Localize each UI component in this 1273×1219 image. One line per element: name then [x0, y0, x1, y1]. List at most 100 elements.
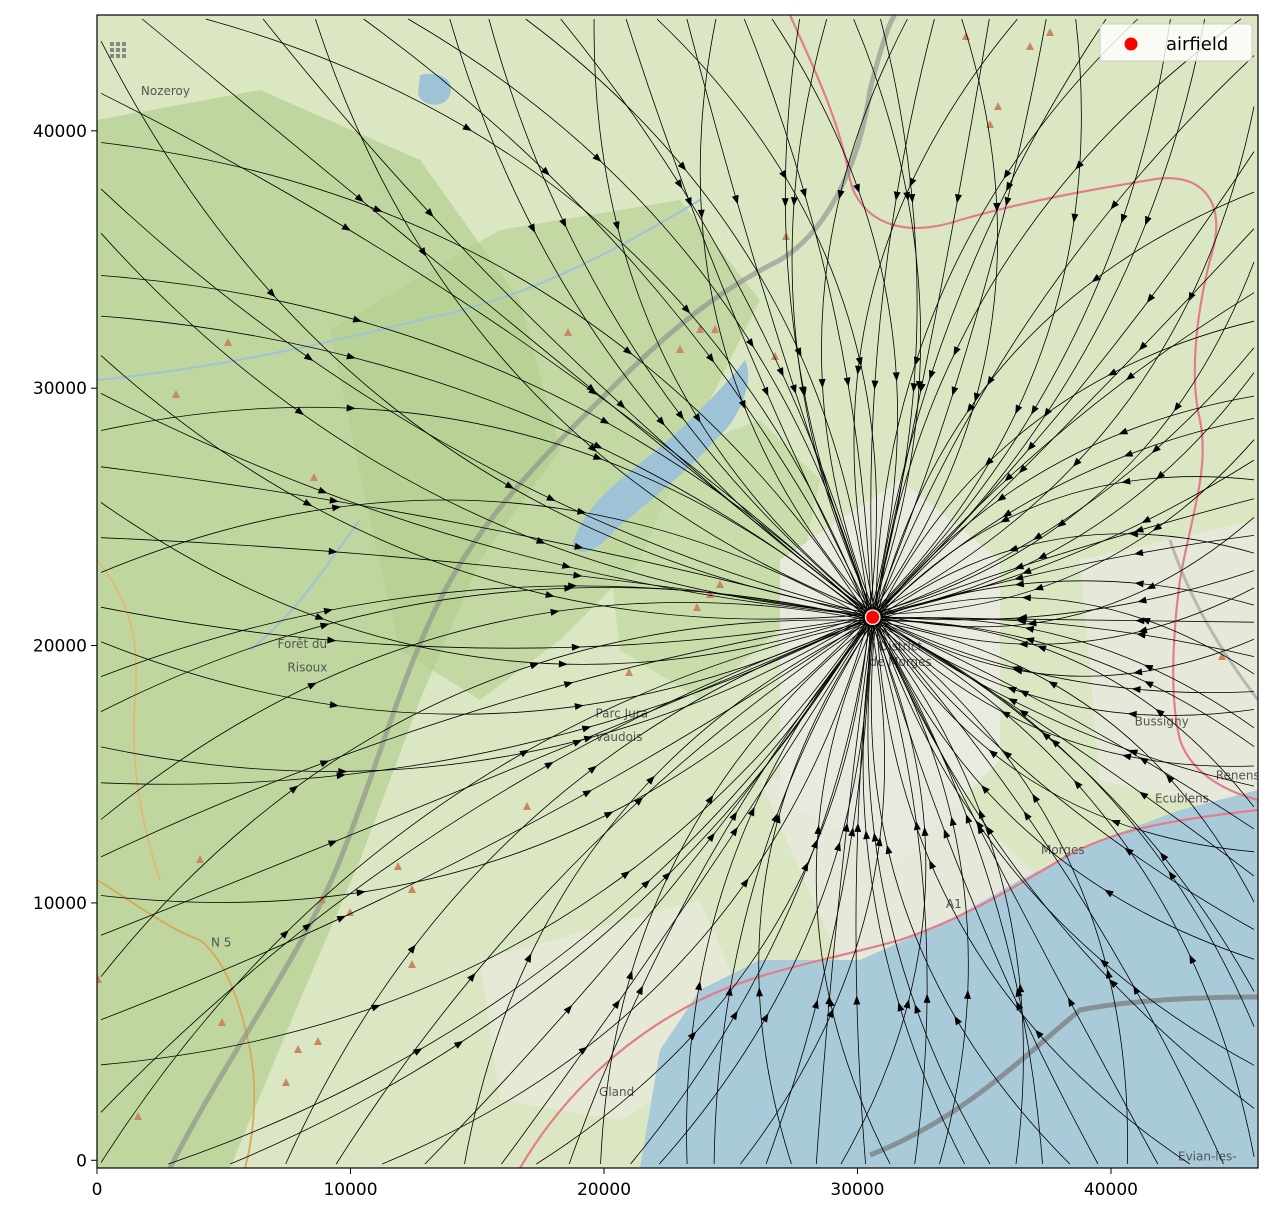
streamline-arrow — [467, 972, 476, 983]
streamline — [880, 617, 1255, 657]
streamline — [875, 18, 1082, 610]
streamline — [740, 624, 886, 1165]
streamline-arrow — [1000, 711, 1011, 719]
streamline-arrow — [1139, 757, 1149, 765]
streamline-arrow — [1037, 645, 1047, 653]
streamline-arrow — [323, 607, 334, 615]
streamline — [100, 621, 867, 1066]
streamline-arrow — [582, 789, 592, 798]
streamline-arrow — [964, 989, 972, 999]
streamline-arrow — [1155, 708, 1165, 718]
streamline — [593, 18, 870, 611]
streamline-arrow — [307, 682, 317, 690]
streamline-arrow — [854, 822, 862, 833]
streamline — [230, 622, 867, 1165]
streamline — [880, 617, 1255, 677]
streamline-arrow — [603, 811, 614, 819]
streamline — [872, 625, 928, 1165]
streamline-arrow — [1144, 681, 1154, 689]
streamline-arrow — [329, 701, 339, 709]
streamline — [100, 618, 866, 772]
streamline — [876, 623, 1224, 1165]
streamline — [100, 585, 865, 677]
streamline-arrow — [842, 822, 850, 832]
streamline-arrow — [706, 832, 715, 843]
streamline — [853, 18, 1018, 610]
streamline — [879, 347, 1255, 613]
streamline-arrow — [1099, 959, 1110, 968]
streamline — [335, 622, 868, 1165]
streamline-arrow — [1071, 213, 1079, 223]
streamline-arrow — [1072, 457, 1082, 467]
streamline-arrow — [789, 384, 797, 394]
streamline — [840, 625, 927, 1165]
streamline-arrow — [587, 443, 597, 453]
streamline-arrow — [903, 191, 911, 202]
map-label: Evian-les- — [1178, 1149, 1237, 1163]
streamline-arrow — [790, 197, 798, 207]
streamline-arrow — [407, 944, 416, 954]
streamline-arrow — [794, 347, 802, 357]
streamline-arrow — [834, 841, 841, 852]
streamline-arrow — [1004, 196, 1012, 207]
streamline — [771, 18, 898, 610]
map-label: Renens — [1216, 768, 1260, 782]
streamline — [877, 622, 1255, 1027]
streamline-arrow — [529, 662, 540, 670]
streamline — [880, 587, 1255, 645]
streamline-arrow — [1091, 274, 1101, 283]
streamline-arrow — [1022, 567, 1032, 574]
map-label: A1 — [946, 897, 962, 911]
streamline — [424, 623, 868, 1165]
streamline — [100, 40, 867, 613]
streamline-arrow — [855, 365, 863, 375]
streamline-arrow — [1127, 710, 1137, 718]
streamline-arrow — [1188, 291, 1196, 302]
streamline — [875, 624, 1099, 1165]
streamline-arrow — [993, 202, 1001, 212]
streamline-arrow — [1128, 530, 1138, 538]
streamline-arrow — [984, 457, 994, 466]
streamline-arrow — [730, 1010, 738, 1021]
streamline-arrow — [1021, 594, 1031, 602]
streamlines — [100, 18, 1255, 1165]
streamline-arrow — [918, 382, 926, 393]
streamline-arrow — [1120, 213, 1128, 224]
streamline-arrow — [1017, 983, 1025, 993]
streamline — [853, 18, 921, 610]
streamline-arrow — [1027, 619, 1037, 627]
streamline — [315, 18, 868, 612]
streamline — [876, 18, 1171, 611]
streamline — [870, 18, 935, 610]
streamline-arrow — [996, 493, 1007, 502]
streamline-arrow — [1133, 549, 1144, 557]
streamline-arrow — [981, 784, 990, 795]
streamline-arrow — [573, 571, 583, 579]
streamline — [879, 620, 1255, 830]
streamline — [100, 619, 866, 936]
streamline-arrow — [1128, 749, 1139, 757]
streamline — [879, 621, 1255, 853]
streamline — [879, 621, 1255, 903]
streamline-arrow — [705, 353, 715, 363]
streamline — [100, 499, 865, 618]
streamline-arrow — [988, 749, 998, 759]
y-tick-label: 40000 — [33, 122, 87, 142]
map-label: Parc Jura — [595, 707, 648, 721]
streamline-arrow — [731, 194, 739, 205]
streamline-arrow — [1041, 732, 1051, 741]
streamline-arrow — [705, 794, 714, 805]
streamline-arrow — [903, 999, 911, 1009]
streamline-arrow — [1107, 368, 1118, 376]
streamline-arrow — [354, 193, 364, 203]
streamline-arrow — [1138, 341, 1148, 351]
streamline-arrow — [697, 209, 705, 219]
streamline-arrow — [692, 413, 701, 423]
streamline-arrow — [571, 643, 581, 651]
streamline-arrow — [1189, 954, 1197, 965]
streamline-arrow — [1110, 200, 1119, 210]
streamline — [536, 624, 869, 1165]
streamline-arrow — [581, 725, 592, 733]
streamline — [686, 624, 871, 1165]
streamline-arrow — [626, 970, 633, 980]
